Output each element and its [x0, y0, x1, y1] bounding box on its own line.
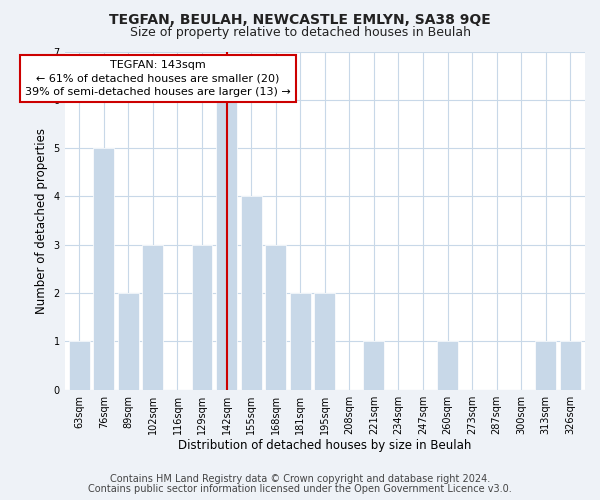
Text: Contains public sector information licensed under the Open Government Licence v3: Contains public sector information licen…	[88, 484, 512, 494]
Bar	[290, 293, 311, 390]
Bar	[142, 245, 163, 390]
Text: Size of property relative to detached houses in Beulah: Size of property relative to detached ho…	[130, 26, 470, 39]
Bar	[265, 245, 286, 390]
Bar	[241, 196, 262, 390]
Bar	[94, 148, 114, 390]
X-axis label: Distribution of detached houses by size in Beulah: Distribution of detached houses by size …	[178, 440, 472, 452]
Bar	[216, 100, 237, 390]
Text: Contains HM Land Registry data © Crown copyright and database right 2024.: Contains HM Land Registry data © Crown c…	[110, 474, 490, 484]
Y-axis label: Number of detached properties: Number of detached properties	[35, 128, 48, 314]
Bar	[69, 342, 89, 390]
Bar	[560, 342, 581, 390]
Bar	[364, 342, 384, 390]
Bar	[437, 342, 458, 390]
Text: TEGFAN, BEULAH, NEWCASTLE EMLYN, SA38 9QE: TEGFAN, BEULAH, NEWCASTLE EMLYN, SA38 9Q…	[109, 12, 491, 26]
Bar	[118, 293, 139, 390]
Bar	[535, 342, 556, 390]
Text: TEGFAN: 143sqm
← 61% of detached houses are smaller (20)
39% of semi-detached ho: TEGFAN: 143sqm ← 61% of detached houses …	[25, 60, 290, 96]
Bar	[314, 293, 335, 390]
Bar	[191, 245, 212, 390]
